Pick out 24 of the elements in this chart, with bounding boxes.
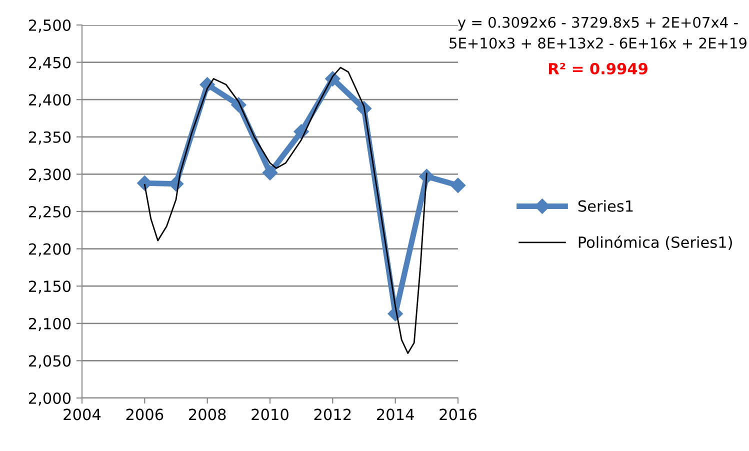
y-tick-label: 2,150 xyxy=(28,280,71,294)
x-tick-label: 2012 xyxy=(314,408,351,420)
x-tick-label: 2004 xyxy=(64,408,101,420)
annotation: y = 0.3092x6 - 3729.8x5 + 2E+07x4 - 5E+10x3 + 8E+13x2 - 6E+16x + 2E+19 xyxy=(450,16,746,49)
point xyxy=(450,178,466,193)
y-tick-label: 2,200 xyxy=(28,243,71,256)
y-tick-label: 2,400 xyxy=(28,94,71,108)
y-tick-label: 2,100 xyxy=(28,318,71,331)
x-tick-label: 2016 xyxy=(440,408,476,420)
legend-label: Series1 xyxy=(578,200,633,212)
y-tick-label: 2,050 xyxy=(28,355,71,368)
y-tick-label: 2,250 xyxy=(28,206,71,220)
y-tick-label: 2,450 xyxy=(28,56,71,70)
y-tick-label: 2,350 xyxy=(28,131,71,144)
y-tick-label: 2,000 xyxy=(28,392,71,406)
text: R² = 0.9949 xyxy=(548,62,648,74)
legend-label: Polinómica (Series1) xyxy=(578,236,732,250)
y-tick-label: 2,500 xyxy=(28,19,71,33)
point xyxy=(262,165,278,180)
x-tick-label: 2014 xyxy=(377,408,414,420)
x-tick-label: 2008 xyxy=(189,408,226,420)
x-tick-label: 2010 xyxy=(252,408,288,420)
y-tick-label: 2,300 xyxy=(28,168,71,182)
x-tick-label: 2006 xyxy=(126,408,164,420)
